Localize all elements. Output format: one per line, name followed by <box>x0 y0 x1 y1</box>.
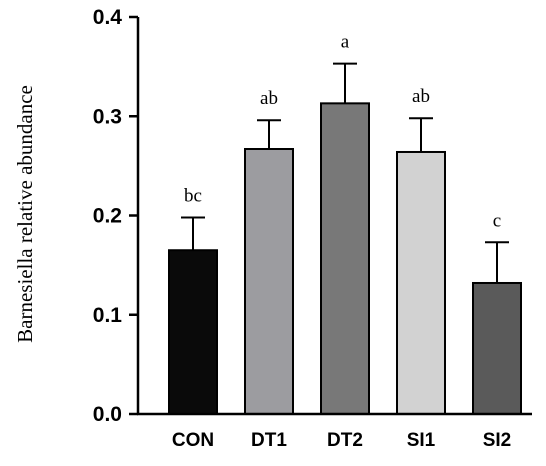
bar-dt2 <box>320 102 370 415</box>
significance-label-si2: c <box>493 210 501 231</box>
significance-label-dt2: a <box>341 32 350 53</box>
x-tick-label-dt1: DT1 <box>251 430 287 451</box>
y-tick-label: 0.0 <box>93 403 122 426</box>
y-axis-title: Barnesiella relative abundance <box>13 85 37 343</box>
significance-label-si1: ab <box>412 86 430 107</box>
bar-si2 <box>472 281 522 415</box>
x-tick-label-con: CON <box>172 430 214 451</box>
x-tick-label-dt2: DT2 <box>327 430 363 451</box>
significance-label-dt1: ab <box>260 88 278 109</box>
y-tick-label: 0.2 <box>93 205 122 228</box>
bar-con <box>168 249 218 415</box>
y-tick-label: 0.4 <box>93 6 123 29</box>
y-tick-label: 0.1 <box>93 304 123 327</box>
bar-dt1 <box>244 148 294 415</box>
y-tick-label: 0.3 <box>93 105 122 128</box>
significance-label-con: bc <box>184 185 202 206</box>
bar-si1 <box>396 150 446 415</box>
x-tick-label-si1: SI1 <box>407 430 436 451</box>
x-tick-label-si2: SI2 <box>483 430 512 451</box>
